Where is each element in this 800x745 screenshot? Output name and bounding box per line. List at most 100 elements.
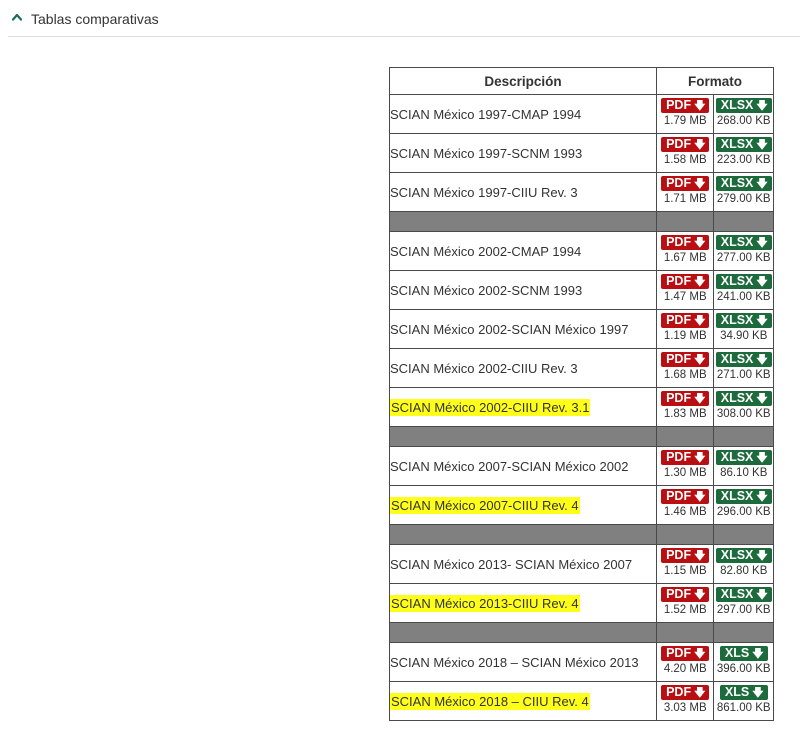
pdf-file-size: 1.71 MB	[663, 193, 707, 205]
spreadsheet-download-button[interactable]: XLSX 🡇	[715, 548, 772, 563]
spreadsheet-cell: XLS 🡇 861.00 KB	[713, 681, 774, 721]
pdf-download-button[interactable]: PDF 🡇	[661, 313, 710, 328]
pdf-label: PDF	[666, 548, 692, 562]
description-cell: SCIAN México 2002-CIIU Rev. 3.1	[389, 387, 657, 427]
separator-cell	[713, 622, 774, 643]
description-text: SCIAN México 1997-CMAP 1994	[390, 106, 582, 122]
pdf-download-button[interactable]: PDF 🡇	[661, 391, 710, 406]
download-arrow-icon: 🡇	[756, 276, 768, 288]
pdf-download-button[interactable]: PDF 🡇	[661, 235, 710, 250]
chevron-up-icon[interactable]	[12, 13, 22, 21]
spreadsheet-cell: XLSX 🡇 277.00 KB	[713, 231, 774, 271]
comparison-table: Descripción Formato SCIAN México 1997-CM…	[389, 67, 774, 721]
download-arrow-icon: 🡇	[756, 237, 768, 249]
pdf-download-button[interactable]: PDF 🡇	[661, 587, 710, 602]
spreadsheet-label: XLSX	[720, 274, 754, 288]
table-row: SCIAN México 2002-CIIU Rev. 3 PDF 🡇 1.68 MB…	[389, 348, 774, 388]
pdf-label: PDF	[666, 313, 692, 327]
spreadsheet-label: XLSX	[720, 587, 754, 601]
download-arrow-icon: 🡇	[694, 315, 706, 327]
table-row: SCIAN México 2013- SCIAN México 2007 PDF 🡇…	[389, 544, 774, 584]
pdf-label: PDF	[666, 352, 692, 366]
pdf-file-size: 1.67 MB	[663, 252, 707, 264]
description-text: SCIAN México 2002-CMAP 1994	[390, 243, 582, 259]
pdf-file-size: 3.03 MB	[663, 702, 707, 714]
spreadsheet-download-button[interactable]: XLSX 🡇	[715, 352, 772, 367]
spreadsheet-download-button[interactable]: XLSX 🡇	[715, 313, 772, 328]
pdf-download-button[interactable]: PDF 🡇	[661, 548, 710, 563]
pdf-cell: PDF 🡇 4.20 MB	[655, 642, 715, 682]
pdf-cell: PDF 🡇 1.67 MB	[655, 231, 715, 271]
pdf-download-button[interactable]: PDF 🡇	[661, 685, 710, 700]
description-cell: SCIAN México 2013-CIIU Rev. 4	[389, 583, 657, 623]
spreadsheet-download-button[interactable]: XLSX 🡇	[715, 274, 772, 289]
spreadsheet-download-button[interactable]: XLS 🡇	[719, 646, 768, 661]
spreadsheet-cell: XLSX 🡇 296.00 KB	[713, 485, 774, 525]
spreadsheet-label: XLSX	[720, 489, 754, 503]
description-text: SCIAN México 2002-CIIU Rev. 3	[390, 360, 578, 376]
spreadsheet-cell: XLSX 🡇 241.00 KB	[713, 270, 774, 310]
spreadsheet-download-button[interactable]: XLS 🡇	[719, 685, 768, 700]
table-row: SCIAN México 1997-SCNM 1993 PDF 🡇 1.58 MB XL…	[389, 133, 774, 173]
description-text: SCIAN México 2013- SCIAN México 2007	[390, 556, 633, 572]
pdf-cell: PDF 🡇 1.83 MB	[655, 387, 715, 427]
download-arrow-icon: 🡇	[756, 452, 768, 464]
pdf-download-button[interactable]: PDF 🡇	[661, 489, 710, 504]
download-arrow-icon: 🡇	[694, 589, 706, 601]
spreadsheet-label: XLSX	[720, 137, 754, 151]
spreadsheet-file-size: 223.00 KB	[716, 154, 771, 166]
spreadsheet-label: XLS	[724, 685, 750, 699]
download-arrow-icon: 🡇	[756, 491, 768, 503]
spreadsheet-cell: XLSX 🡇 268.00 KB	[713, 94, 774, 134]
spreadsheet-file-size: 34.90 KB	[720, 330, 768, 342]
spreadsheet-label: XLSX	[720, 391, 754, 405]
section-header-tablas-comparativas[interactable]: Tablas comparativas	[8, 0, 800, 37]
description-text: SCIAN México 2007-SCIAN México 2002	[390, 458, 629, 474]
group-separator	[389, 426, 774, 447]
pdf-cell: PDF 🡇 1.52 MB	[655, 583, 715, 623]
spreadsheet-cell: XLSX 🡇 82.80 KB	[713, 544, 774, 584]
separator-cell	[389, 426, 657, 447]
pdf-file-size: 1.68 MB	[663, 369, 707, 381]
spreadsheet-download-button[interactable]: XLSX 🡇	[715, 137, 772, 152]
spreadsheet-file-size: 296.00 KB	[716, 506, 771, 518]
pdf-download-button[interactable]: PDF 🡇	[661, 176, 710, 191]
description-cell: SCIAN México 2002-SCIAN México 1997	[389, 309, 657, 349]
download-arrow-icon: 🡇	[694, 491, 706, 503]
table-row: SCIAN México 1997-CIIU Rev. 3 PDF 🡇 1.71 MB…	[389, 172, 774, 212]
spreadsheet-file-size: 279.00 KB	[716, 193, 771, 205]
spreadsheet-download-button[interactable]: XLSX 🡇	[715, 587, 772, 602]
table-header-row: Descripción Formato	[389, 67, 774, 95]
spreadsheet-label: XLSX	[720, 235, 754, 249]
group-separator	[389, 524, 774, 545]
pdf-file-size: 1.83 MB	[663, 408, 707, 420]
pdf-download-button[interactable]: PDF 🡇	[661, 352, 710, 367]
pdf-cell: PDF 🡇 1.79 MB	[655, 94, 715, 134]
pdf-label: PDF	[666, 274, 692, 288]
spreadsheet-label: XLSX	[720, 352, 754, 366]
spreadsheet-download-button[interactable]: XLSX 🡇	[715, 176, 772, 191]
spreadsheet-label: XLS	[724, 646, 750, 660]
spreadsheet-label: XLSX	[720, 98, 754, 112]
spreadsheet-download-button[interactable]: XLSX 🡇	[715, 489, 772, 504]
separator-cell	[389, 524, 657, 545]
pdf-download-button[interactable]: PDF 🡇	[661, 646, 710, 661]
pdf-cell: PDF 🡇 1.68 MB	[655, 348, 715, 388]
description-text: SCIAN México 2018 – SCIAN México 2013	[390, 654, 639, 670]
pdf-download-button[interactable]: PDF 🡇	[661, 274, 710, 289]
spreadsheet-download-button[interactable]: XLSX 🡇	[715, 98, 772, 113]
pdf-label: PDF	[666, 450, 692, 464]
pdf-download-button[interactable]: PDF 🡇	[661, 450, 710, 465]
description-cell: SCIAN México 1997-CIIU Rev. 3	[389, 172, 657, 212]
spreadsheet-cell: XLS 🡇 396.00 KB	[713, 642, 774, 682]
spreadsheet-download-button[interactable]: XLSX 🡇	[715, 450, 772, 465]
spreadsheet-download-button[interactable]: XLSX 🡇	[715, 391, 772, 406]
spreadsheet-cell: XLSX 🡇 279.00 KB	[713, 172, 774, 212]
column-header-description: Descripción	[389, 67, 657, 95]
table-row: SCIAN México 2007-CIIU Rev. 4 PDF 🡇 1.46 MB…	[389, 485, 774, 525]
spreadsheet-file-size: 277.00 KB	[716, 252, 771, 264]
pdf-download-button[interactable]: PDF 🡇	[661, 98, 710, 113]
spreadsheet-download-button[interactable]: XLSX 🡇	[715, 235, 772, 250]
pdf-download-button[interactable]: PDF 🡇	[661, 137, 710, 152]
pdf-file-size: 1.58 MB	[663, 154, 707, 166]
